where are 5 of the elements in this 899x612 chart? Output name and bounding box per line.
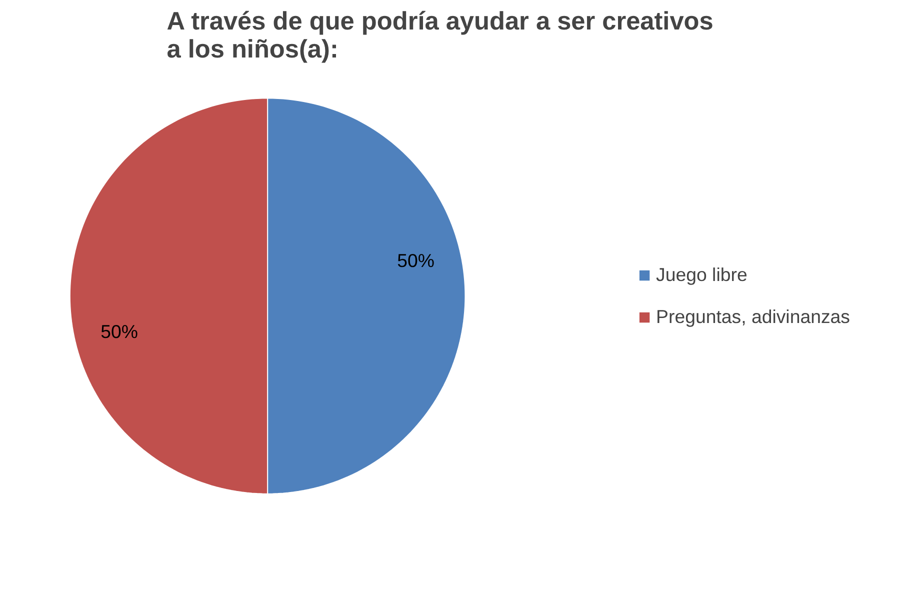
legend-label: Juego libre <box>656 264 748 286</box>
data-label: 50% <box>100 320 138 342</box>
legend-label: Preguntas, adivinanzas <box>656 306 850 328</box>
data-label: 50% <box>397 250 434 272</box>
chart-title: A través de que podría ayudar a ser creativos a los niños(a): <box>166 8 714 64</box>
